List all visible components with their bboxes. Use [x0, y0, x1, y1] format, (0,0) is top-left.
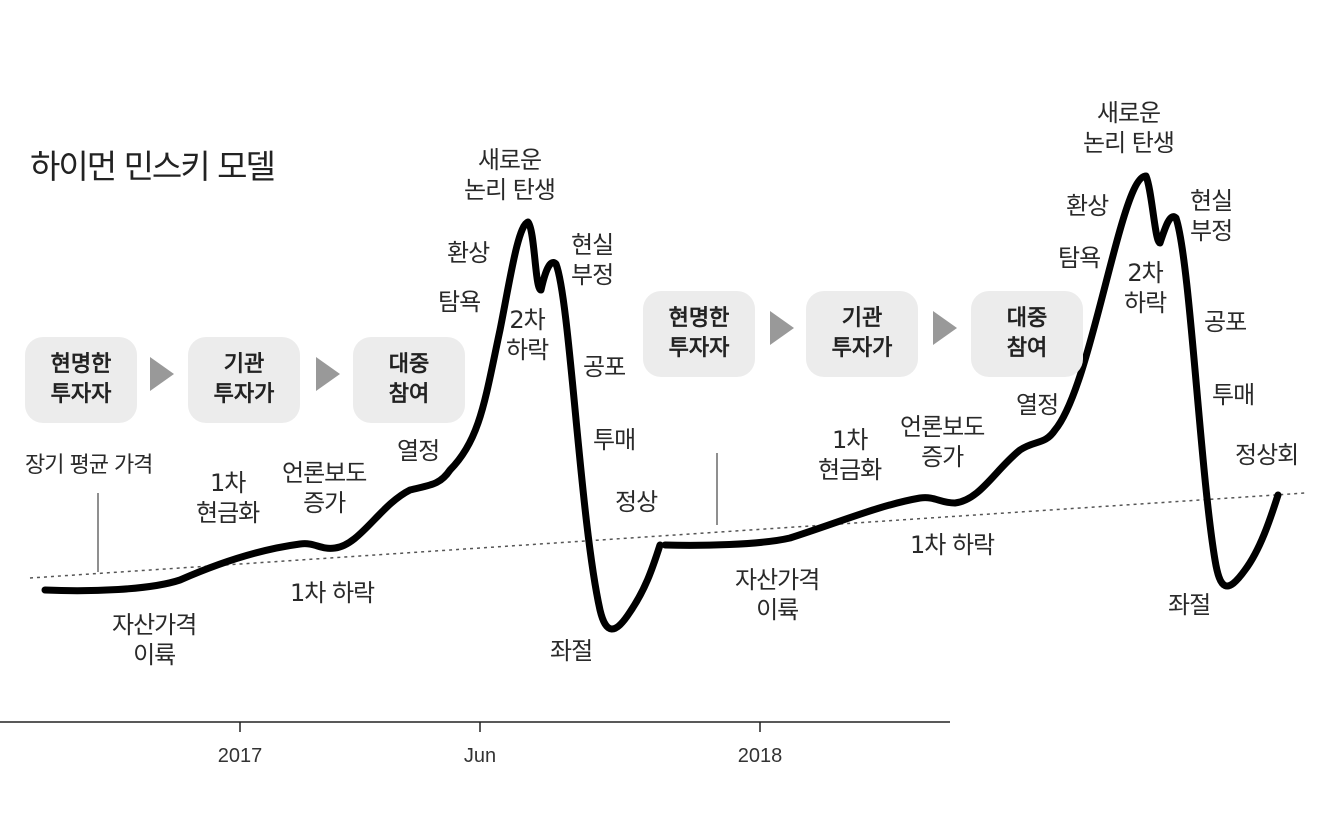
stage-label-line2: 투자가 — [831, 336, 893, 361]
x-axis-tick-label: 2017 — [217, 745, 263, 767]
second-drop-label-1: 2차 하락 — [506, 305, 549, 365]
bubble-curve-2 — [661, 172, 1282, 590]
stage-label-line1: 기관 — [841, 306, 883, 331]
sell-off-label-2: 투매 — [1212, 381, 1255, 409]
bubble-curve-1 — [41, 218, 664, 633]
asset-takeoff-label-2: 자산가격 이륙 — [735, 565, 820, 625]
stage-arrow-icon — [150, 357, 174, 391]
label-line: 2차 — [509, 306, 545, 334]
stage-label-line2: 투자자 — [668, 336, 730, 361]
stage-label-line1: 현명한 — [50, 352, 112, 377]
stage-arrow-icon — [770, 311, 794, 345]
label-line: 하락 — [1124, 289, 1167, 317]
label-line: 1차 — [209, 469, 246, 497]
new-logic-label-1: 새로운 논리 탄생 — [464, 145, 556, 205]
label-line: 현금화 — [818, 456, 882, 484]
x-axis-tick-label: Jun — [463, 745, 497, 767]
first-cashout-label-1: 1차 현금화 — [196, 468, 260, 528]
despair-label-1: 좌절 — [550, 637, 593, 665]
denial-label-1: 현실 부정 — [571, 230, 614, 290]
stage-smart-investors-2: 현명한 투자자 — [643, 291, 755, 377]
label-line: 새로운 — [1096, 99, 1161, 127]
label-line: 논리 탄생 — [1083, 129, 1175, 157]
second-drop-label-2: 2차 하락 — [1124, 258, 1167, 318]
media-coverage-label-1: 언론보도 증가 — [282, 458, 367, 518]
label-line: 새로운 — [477, 146, 542, 174]
stage-label-line2: 참여 — [388, 382, 430, 407]
stage-label-line1: 현명한 — [668, 306, 730, 331]
stage-label-line1: 대중 — [388, 352, 430, 377]
stage-institutional-2: 기관 투자가 — [806, 291, 918, 377]
label-line: 하락 — [506, 336, 549, 364]
enthusiasm-label-2: 열정 — [1016, 391, 1059, 419]
diagram-title: 하이먼 민스키 모델 — [30, 147, 276, 186]
media-coverage-label-2: 언론보도 증가 — [900, 412, 985, 472]
stage-label-line2: 투자자 — [50, 382, 112, 407]
stage-label-line1: 대중 — [1006, 306, 1048, 331]
stage-label-line1: 기관 — [223, 352, 265, 377]
asset-takeoff-label-1: 자산가격 이륙 — [112, 610, 197, 670]
stage-label-line2: 투자가 — [213, 382, 275, 407]
label-line: 현실 — [1190, 187, 1233, 215]
greed-label-1: 탐욕 — [438, 288, 481, 316]
first-drop-label-2: 1차 하락 — [910, 531, 995, 559]
stage-public-2: 대중 참여 — [971, 291, 1083, 377]
label-line: 증가 — [303, 489, 346, 517]
label-line: 자산가격 — [735, 566, 820, 594]
illusion-label-1: 환상 — [447, 239, 490, 267]
normal-label-2: 정상회 — [1235, 441, 1299, 469]
new-logic-label-2: 새로운 논리 탄생 — [1083, 98, 1175, 158]
label-line: 부정 — [571, 261, 614, 289]
label-line: 1차 — [831, 426, 868, 454]
fear-label-1: 공포 — [583, 353, 626, 381]
label-line: 2차 — [1127, 259, 1163, 287]
label-line: 자산가격 — [112, 611, 197, 639]
label-line: 언론보도 — [282, 459, 367, 487]
first-drop-label-1: 1차 하락 — [290, 579, 375, 607]
long-term-average-label: 장기 평균 가격 — [25, 453, 153, 478]
label-line: 언론보도 — [900, 413, 985, 441]
greed-label-2: 탐욕 — [1058, 244, 1101, 272]
illusion-label-2: 환상 — [1066, 192, 1109, 220]
stage-arrow-icon — [933, 311, 957, 345]
label-line: 논리 탄생 — [464, 176, 556, 204]
label-line: 이륙 — [133, 641, 176, 669]
long-term-average-line — [29, 492, 1306, 579]
denial-label-2: 현실 부정 — [1190, 186, 1233, 246]
stage-public-1: 대중 참여 — [353, 337, 465, 423]
despair-label-2: 좌절 — [1168, 591, 1211, 619]
x-axis-tick-label: 2018 — [737, 745, 783, 767]
label-line: 현실 — [571, 231, 614, 259]
fear-label-2: 공포 — [1204, 308, 1247, 336]
label-line: 현금화 — [196, 499, 260, 527]
label-line: 부정 — [1190, 217, 1233, 245]
sell-off-label-1: 투매 — [593, 426, 636, 454]
stage-smart-investors-1: 현명한 투자자 — [25, 337, 137, 423]
label-line: 이륙 — [756, 596, 799, 624]
first-cashout-label-2: 1차 현금화 — [818, 425, 882, 485]
stage-label-line2: 참여 — [1006, 336, 1048, 361]
stage-institutional-1: 기관 투자가 — [188, 337, 300, 423]
normal-label-1: 정상 — [615, 488, 658, 516]
enthusiasm-label-1: 열정 — [397, 437, 440, 465]
label-line: 증가 — [921, 443, 964, 471]
stage-arrow-icon — [316, 357, 340, 391]
